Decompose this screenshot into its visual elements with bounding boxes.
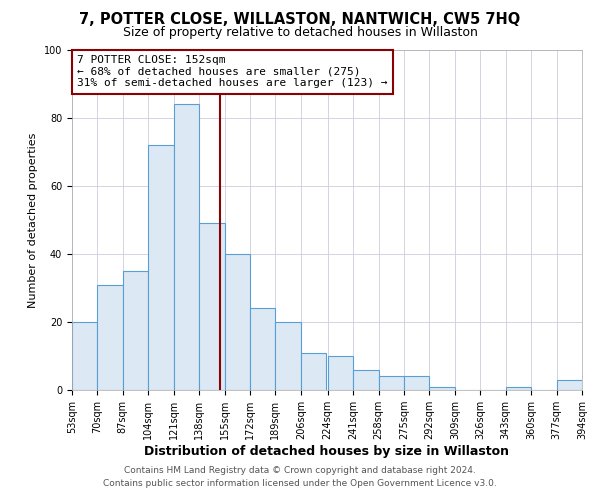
Bar — [557, 380, 582, 390]
Text: 7 POTTER CLOSE: 152sqm
← 68% of detached houses are smaller (275)
31% of semi-de: 7 POTTER CLOSE: 152sqm ← 68% of detached… — [77, 55, 388, 88]
Bar — [404, 376, 430, 390]
Bar — [97, 284, 123, 390]
Bar — [301, 352, 326, 390]
X-axis label: Distribution of detached houses by size in Willaston: Distribution of detached houses by size … — [145, 445, 509, 458]
Bar — [430, 386, 455, 390]
Bar — [506, 386, 531, 390]
Bar — [148, 145, 174, 390]
Bar — [224, 254, 250, 390]
Bar — [379, 376, 404, 390]
Bar — [328, 356, 353, 390]
Bar — [275, 322, 301, 390]
Text: Contains HM Land Registry data © Crown copyright and database right 2024.
Contai: Contains HM Land Registry data © Crown c… — [103, 466, 497, 487]
Bar — [123, 271, 148, 390]
Bar — [353, 370, 379, 390]
Text: 7, POTTER CLOSE, WILLASTON, NANTWICH, CW5 7HQ: 7, POTTER CLOSE, WILLASTON, NANTWICH, CW… — [79, 12, 521, 28]
Bar — [250, 308, 275, 390]
Text: Size of property relative to detached houses in Willaston: Size of property relative to detached ho… — [122, 26, 478, 39]
Bar — [174, 104, 199, 390]
Bar — [72, 322, 97, 390]
Bar — [199, 224, 224, 390]
Y-axis label: Number of detached properties: Number of detached properties — [28, 132, 38, 308]
